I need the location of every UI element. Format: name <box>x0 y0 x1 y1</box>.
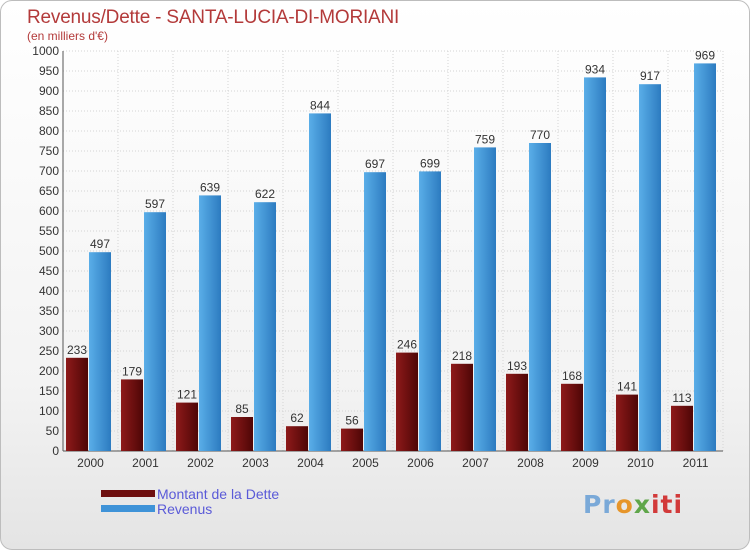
y-tick-label: 550 <box>39 224 59 238</box>
y-tick-label: 300 <box>39 324 59 338</box>
legend-swatch-revenus <box>101 505 155 512</box>
bar-revenus <box>254 202 276 451</box>
data-label-revenus: 969 <box>695 48 715 62</box>
data-label-dette: 85 <box>235 402 249 416</box>
y-tick-label: 850 <box>39 104 59 118</box>
data-label-dette: 193 <box>507 359 527 373</box>
bar-revenus <box>419 171 441 451</box>
data-label-revenus: 770 <box>530 128 550 142</box>
y-tick-label: 0 <box>52 444 59 458</box>
x-tick-label: 2007 <box>462 456 489 470</box>
x-tick-label: 2011 <box>683 456 709 470</box>
x-tick-label: 2009 <box>572 456 599 470</box>
y-tick-label: 250 <box>39 344 59 358</box>
x-tick-label: 2002 <box>187 456 214 470</box>
bar-revenus <box>144 212 166 451</box>
y-tick-label: 600 <box>39 204 59 218</box>
bar-revenus <box>199 195 221 451</box>
legend-label-revenus: Revenus <box>157 500 213 517</box>
y-tick-label: 450 <box>39 264 59 278</box>
legend: Montant de la Dette Revenus <box>101 485 280 517</box>
data-label-revenus: 639 <box>200 180 220 194</box>
y-tick-label: 800 <box>39 124 59 138</box>
x-tick-label: 2008 <box>517 456 544 470</box>
data-label-dette: 218 <box>452 349 472 363</box>
data-label-revenus: 497 <box>90 237 110 251</box>
bar-dette <box>561 383 583 451</box>
bar-dette <box>671 405 693 451</box>
data-label-dette: 246 <box>397 338 417 352</box>
chart-title: Revenus/Dette - SANTA-LUCIA-DI-MORIANI <box>27 7 400 28</box>
legend-swatch-dette <box>101 490 155 497</box>
bar-revenus <box>474 147 496 451</box>
chart-subtitle: (en milliers d'€) <box>27 29 108 43</box>
data-label-revenus: 759 <box>475 132 495 146</box>
y-tick-label: 350 <box>39 304 59 318</box>
data-label-dette: 56 <box>345 414 359 428</box>
x-tick-label: 2001 <box>132 456 159 470</box>
y-tick-label: 900 <box>39 84 59 98</box>
y-tick-label: 500 <box>39 244 59 258</box>
y-tick-label: 150 <box>39 384 59 398</box>
y-tick-label: 650 <box>39 184 59 198</box>
data-label-revenus: 697 <box>365 157 385 171</box>
data-label-revenus: 699 <box>420 156 440 170</box>
legend-label-dette: Montant de la Dette <box>157 485 280 502</box>
y-tick-label: 100 <box>39 404 59 418</box>
x-tick-label: 2004 <box>297 456 324 470</box>
bar-revenus <box>584 77 606 452</box>
bar-revenus <box>694 63 716 452</box>
data-label-revenus: 917 <box>640 69 660 83</box>
bar-dette <box>231 417 253 451</box>
bar-revenus <box>364 172 386 451</box>
bar-revenus <box>89 252 111 451</box>
data-label-dette: 179 <box>122 364 142 378</box>
y-tick-label: 200 <box>39 364 59 378</box>
y-tick-label: 400 <box>39 284 59 298</box>
bar-dette <box>506 373 528 451</box>
data-label-dette: 141 <box>617 380 637 394</box>
bar-revenus <box>639 84 661 451</box>
bar-revenus <box>529 143 551 451</box>
data-label-revenus: 597 <box>145 197 165 211</box>
data-label-dette: 233 <box>67 343 87 357</box>
x-tick-label: 2000 <box>77 456 104 470</box>
bar-dette <box>121 379 143 451</box>
x-tick-label: 2010 <box>627 456 654 470</box>
x-tick-label: 2005 <box>352 456 379 470</box>
data-label-revenus: 934 <box>585 62 605 76</box>
data-label-dette: 168 <box>562 369 582 383</box>
bar-dette <box>176 402 198 451</box>
x-tick-label: 2003 <box>242 456 269 470</box>
y-tick-label: 1000 <box>32 44 59 58</box>
x-tick-label: 2006 <box>407 456 434 470</box>
legend-item-dette: Montant de la Dette <box>101 485 280 502</box>
bar-dette <box>616 394 638 451</box>
bar-dette <box>451 363 473 451</box>
y-tick-label: 700 <box>39 164 59 178</box>
data-label-revenus: 622 <box>255 187 275 201</box>
data-label-dette: 113 <box>672 391 691 405</box>
data-label-dette: 121 <box>177 388 197 402</box>
y-tick-label: 950 <box>39 64 59 78</box>
bar-dette <box>286 426 308 451</box>
data-label-revenus: 844 <box>310 98 330 112</box>
bar-revenus <box>309 113 331 452</box>
legend-item-revenus: Revenus <box>101 500 279 517</box>
bar-dette <box>396 352 418 451</box>
y-tick-label: 750 <box>39 144 59 158</box>
bar-dette <box>341 428 363 451</box>
data-label-dette: 62 <box>290 411 304 425</box>
y-tick-label: 50 <box>46 424 60 438</box>
proxiti-logo: Proxiti <box>583 490 684 519</box>
bar-dette <box>66 357 88 451</box>
